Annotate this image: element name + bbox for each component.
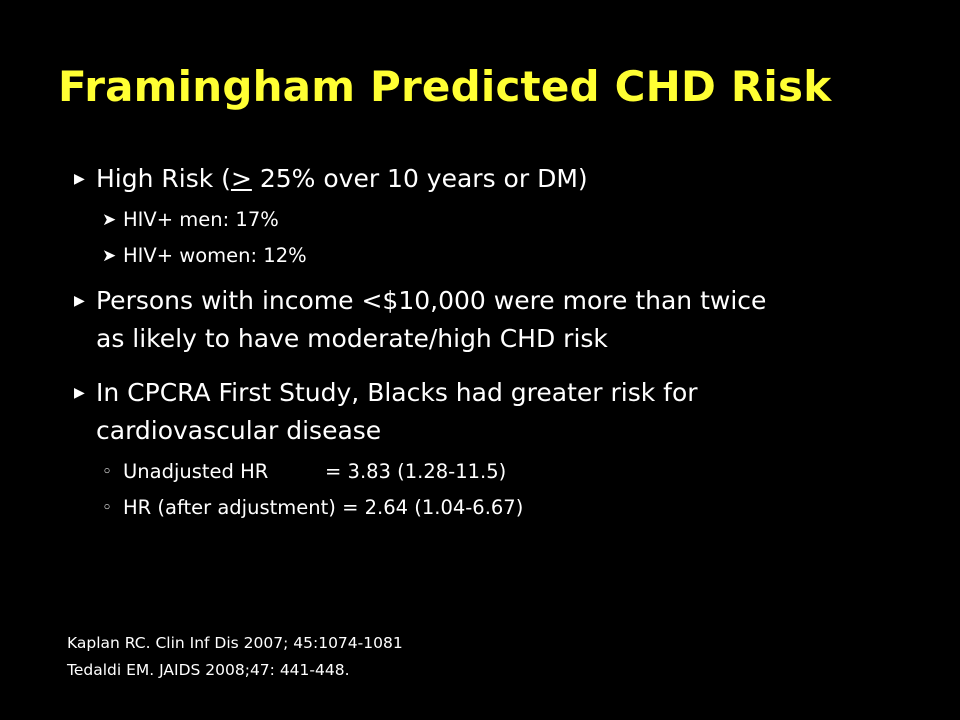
bullet-cpcra-line-1: In CPCRA First Study, Blacks had greater… xyxy=(96,378,698,407)
bullet-cpcra-line-2: cardiovascular disease xyxy=(96,416,382,445)
unadjusted-hr-value: = 3.83 (1.28-11.5) xyxy=(325,460,507,483)
adjusted-hr-value: = 2.64 (1.04-6.67) xyxy=(342,496,524,519)
arrowhead-bullet-icon: ➤ xyxy=(102,210,117,230)
adjusted-hr-label: HR (after adjustment) xyxy=(123,496,336,519)
bullet-income-line-2: as likely to have moderate/high CHD risk xyxy=(96,324,608,353)
sub-bullet-adjusted-hr: ◦ HR (after adjustment) = 2.64 (1.04-6.6… xyxy=(74,494,904,522)
unadjusted-hr-label: Unadjusted HR xyxy=(123,460,269,483)
reference-kaplan: Kaplan RC. Clin Inf Dis 2007; 45:1074-10… xyxy=(67,634,403,652)
sub-bullet-adjusted-hr-text: HR (after adjustment) = 2.64 (1.04-6.67) xyxy=(123,494,523,522)
triangle-bullet-icon: ▶ xyxy=(74,171,85,187)
bullet-income-line-1: Persons with income <$10,000 were more t… xyxy=(96,286,767,315)
reference-tedaldi: Tedaldi EM. JAIDS 2008;47: 441-448. xyxy=(67,661,350,679)
bullet-high-risk: ▶ High Risk (> 25% over 10 years or DM) xyxy=(74,160,904,198)
circle-bullet-icon: ◦ xyxy=(102,462,113,482)
references: Kaplan RC. Clin Inf Dis 2007; 45:1074-10… xyxy=(67,630,403,684)
bullet-income-text: Persons with income <$10,000 were more t… xyxy=(96,282,766,358)
sub-bullet-hiv-women-text: HIV+ women: 12% xyxy=(123,244,307,267)
sub-bullet-hiv-women: ➤ HIV+ women: 12% xyxy=(74,242,904,270)
bullet-high-risk-text: High Risk (> 25% over 10 years or DM) xyxy=(96,164,588,193)
triangle-bullet-icon: ▶ xyxy=(74,293,85,309)
arrowhead-bullet-icon: ➤ xyxy=(102,246,117,266)
slide-content: ▶ High Risk (> 25% over 10 years or DM) … xyxy=(74,160,904,522)
bullet-cpcra: ▶ In CPCRA First Study, Blacks had great… xyxy=(74,374,904,450)
sub-bullet-hiv-men-text: HIV+ men: 17% xyxy=(123,208,279,231)
bullet-cpcra-text: In CPCRA First Study, Blacks had greater… xyxy=(96,374,698,450)
sub-bullet-unadjusted-hr: ◦ Unadjusted HR = 3.83 (1.28-11.5) xyxy=(74,458,904,486)
bullet-income: ▶ Persons with income <$10,000 were more… xyxy=(74,282,904,358)
sub-bullet-unadjusted-hr-text: Unadjusted HR = 3.83 (1.28-11.5) xyxy=(123,458,506,486)
slide-title: Framingham Predicted CHD Risk xyxy=(58,62,832,111)
sub-bullet-hiv-men: ➤ HIV+ men: 17% xyxy=(74,206,904,234)
circle-bullet-icon: ◦ xyxy=(102,498,113,518)
triangle-bullet-icon: ▶ xyxy=(74,385,85,401)
